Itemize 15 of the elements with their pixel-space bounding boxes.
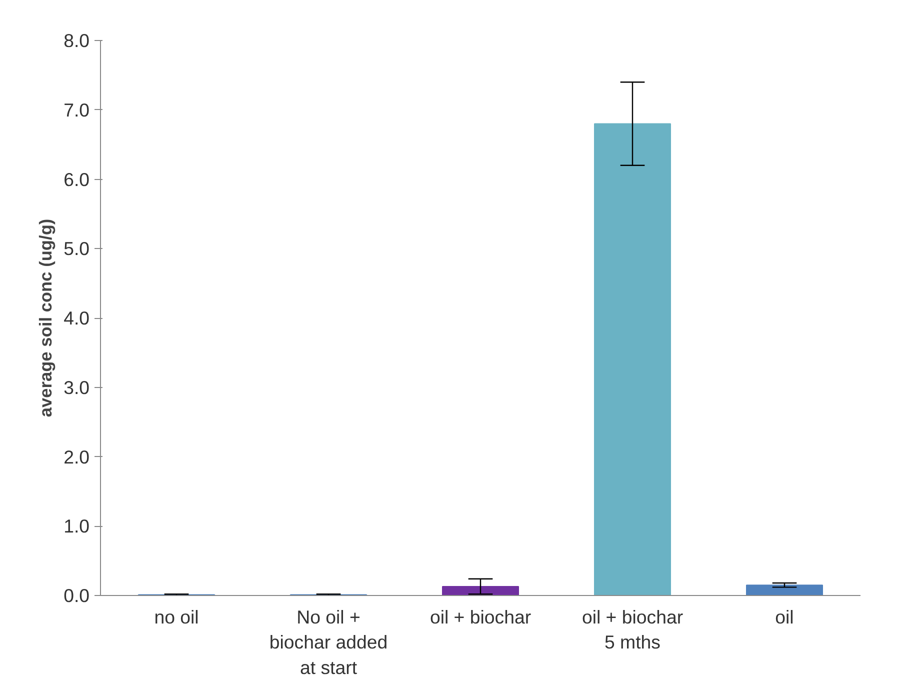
x-tick-label: oil + biochar 5 mths bbox=[582, 606, 684, 653]
y-tick-label: 0.0 bbox=[64, 585, 90, 606]
y-tick-label: 4.0 bbox=[64, 308, 90, 328]
y-tick-label: 1.0 bbox=[64, 516, 90, 537]
y-tick-label: 2.0 bbox=[64, 446, 90, 468]
x-tick-label: No oil + biochar added at start bbox=[269, 606, 388, 678]
x-tick-label: no oil bbox=[154, 606, 199, 628]
y-axis-title: average soil conc (ug/g) bbox=[36, 218, 56, 418]
y-tick-label: 8.0 bbox=[64, 30, 90, 51]
y-tick-label: 6.0 bbox=[64, 168, 90, 190]
y-tick-label: 7.0 bbox=[64, 99, 90, 120]
y-tick-label: 3.0 bbox=[64, 376, 90, 398]
x-tick-label: oil + biochar bbox=[430, 606, 532, 628]
y-tick-label: 5.0 bbox=[64, 238, 90, 260]
x-tick-label: oil bbox=[775, 606, 794, 628]
